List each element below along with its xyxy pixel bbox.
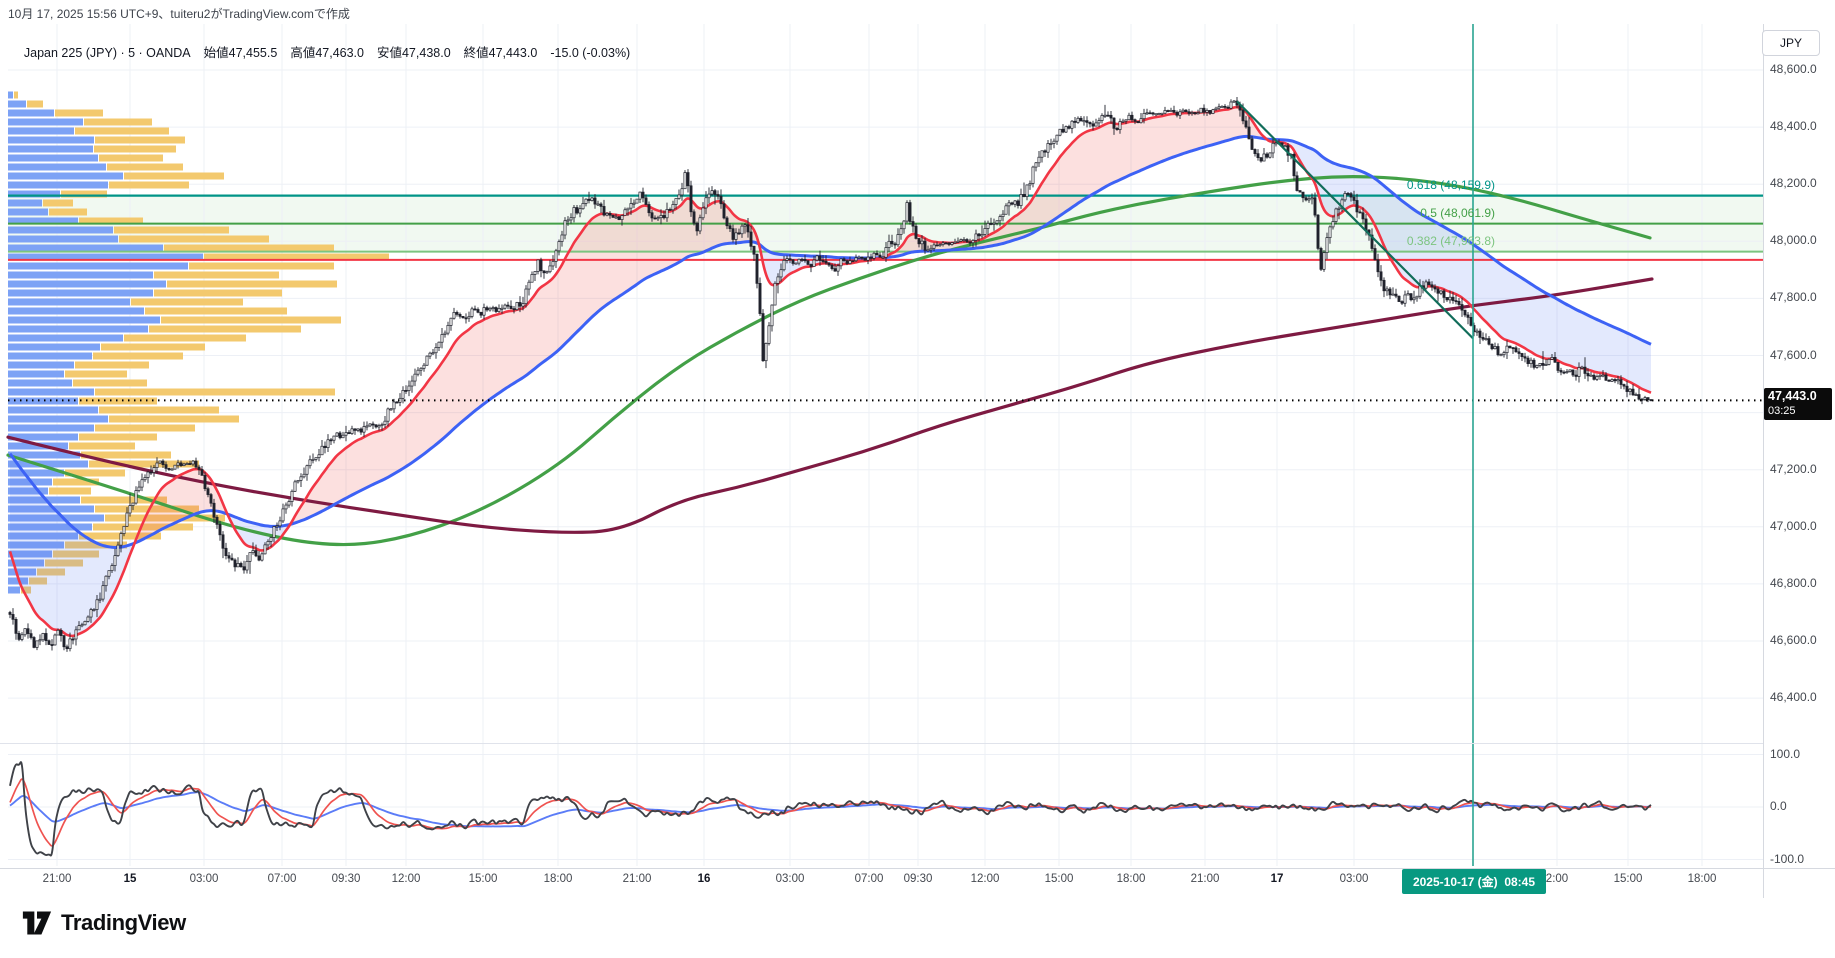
creator-attribution: 10月 17, 2025 15:56 UTC+9、tuiteru2がTradin… [8,7,350,21]
last-price-badge: 47,443.0 03:25 [1764,388,1832,420]
ohlc-low: 安値47,438.0 [376,46,451,60]
bar-countdown: 03:25 [1768,404,1796,417]
ohlc-high: 高値47,463.0 [290,46,364,60]
symbol-ohlc-bar: Japan 225 (JPY) · 5 · OANDA 始値47,455.5 高値4… [10,28,643,75]
crosshair-date-badge: 2025-10-17 (金) 08:45 [1402,869,1546,894]
symbol-title: Japan 225 (JPY) · 5 · OANDA [23,46,191,60]
ohlc-open: 始値47,455.5 [203,46,278,60]
tradingview-logo[interactable]: TradingView [22,910,186,936]
last-price-value: 47,443.0 [1768,389,1817,403]
ohlc-close: 終値47,443.0 [463,46,538,60]
currency-unit-button[interactable]: JPY [1762,30,1820,56]
tradingview-logo-text: TradingView [61,910,186,935]
tradingview-logo-icon [22,911,52,935]
ohlc-change: -15.0 (-0.03%) [550,46,631,60]
